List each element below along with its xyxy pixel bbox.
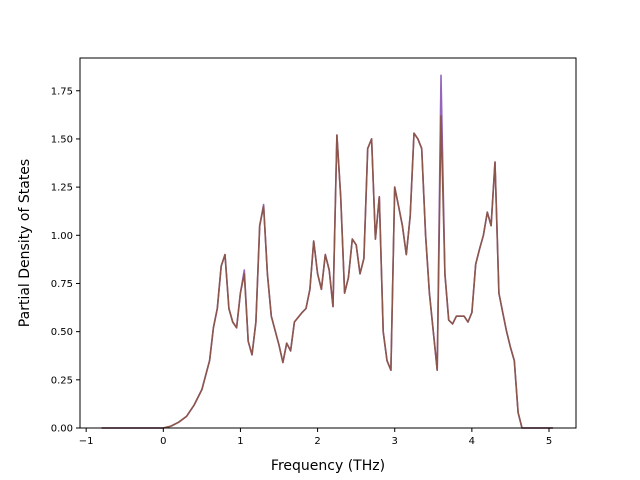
x-axis-label: Frequency (THz) bbox=[271, 458, 385, 474]
x-tick-label: 4 bbox=[469, 436, 475, 447]
x-tick-label: 2 bbox=[314, 436, 320, 447]
x-tick-label: 3 bbox=[392, 436, 398, 447]
y-axis: 0.00 0.25 0.50 0.75 1.00 1.25 1.50 1.75 bbox=[51, 86, 80, 435]
y-tick-label: 0.75 bbox=[51, 279, 73, 290]
x-tick-label: 1 bbox=[237, 436, 243, 447]
x-tick-label: −1 bbox=[79, 436, 94, 447]
plot-frame bbox=[79, 57, 577, 429]
y-tick-label: 1.25 bbox=[51, 183, 73, 194]
y-tick-label: 0.25 bbox=[51, 375, 73, 386]
series-layer bbox=[101, 74, 553, 429]
x-tick-label: 5 bbox=[546, 436, 552, 447]
x-axis: −1 0 1 2 3 4 5 bbox=[79, 428, 552, 447]
y-tick-label: 1.75 bbox=[51, 86, 73, 97]
y-axis-label: Partial Density of States bbox=[17, 159, 33, 327]
y-tick-label: 1.50 bbox=[51, 134, 73, 145]
y-tick-label: 1.00 bbox=[51, 231, 73, 242]
y-tick-label: 0.50 bbox=[51, 327, 73, 338]
x-tick-label: 0 bbox=[160, 436, 166, 447]
y-tick-label: 0.00 bbox=[51, 424, 73, 435]
series-line-2 bbox=[101, 115, 553, 429]
